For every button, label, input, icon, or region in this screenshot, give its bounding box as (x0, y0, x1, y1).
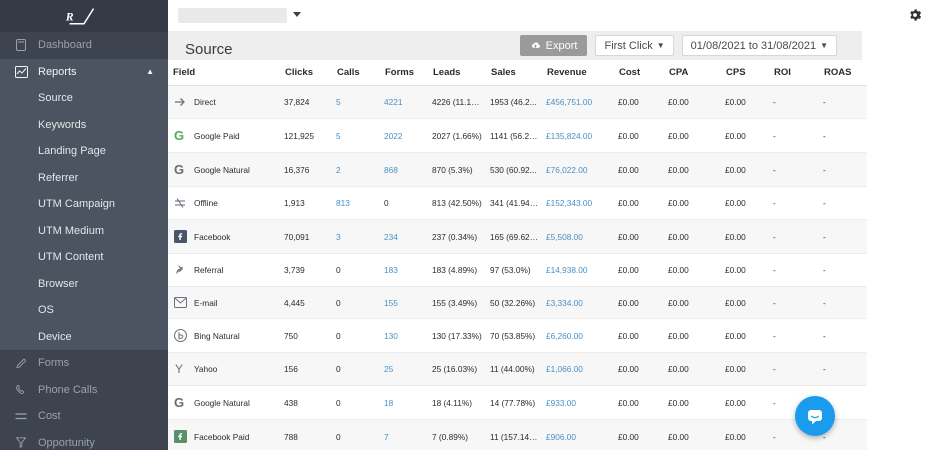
svg-text:G: G (174, 163, 184, 176)
svg-text:G: G (174, 129, 184, 142)
svg-text:R: R (65, 10, 74, 23)
svg-text:Y: Y (175, 363, 183, 375)
svg-text:G: G (174, 396, 184, 409)
